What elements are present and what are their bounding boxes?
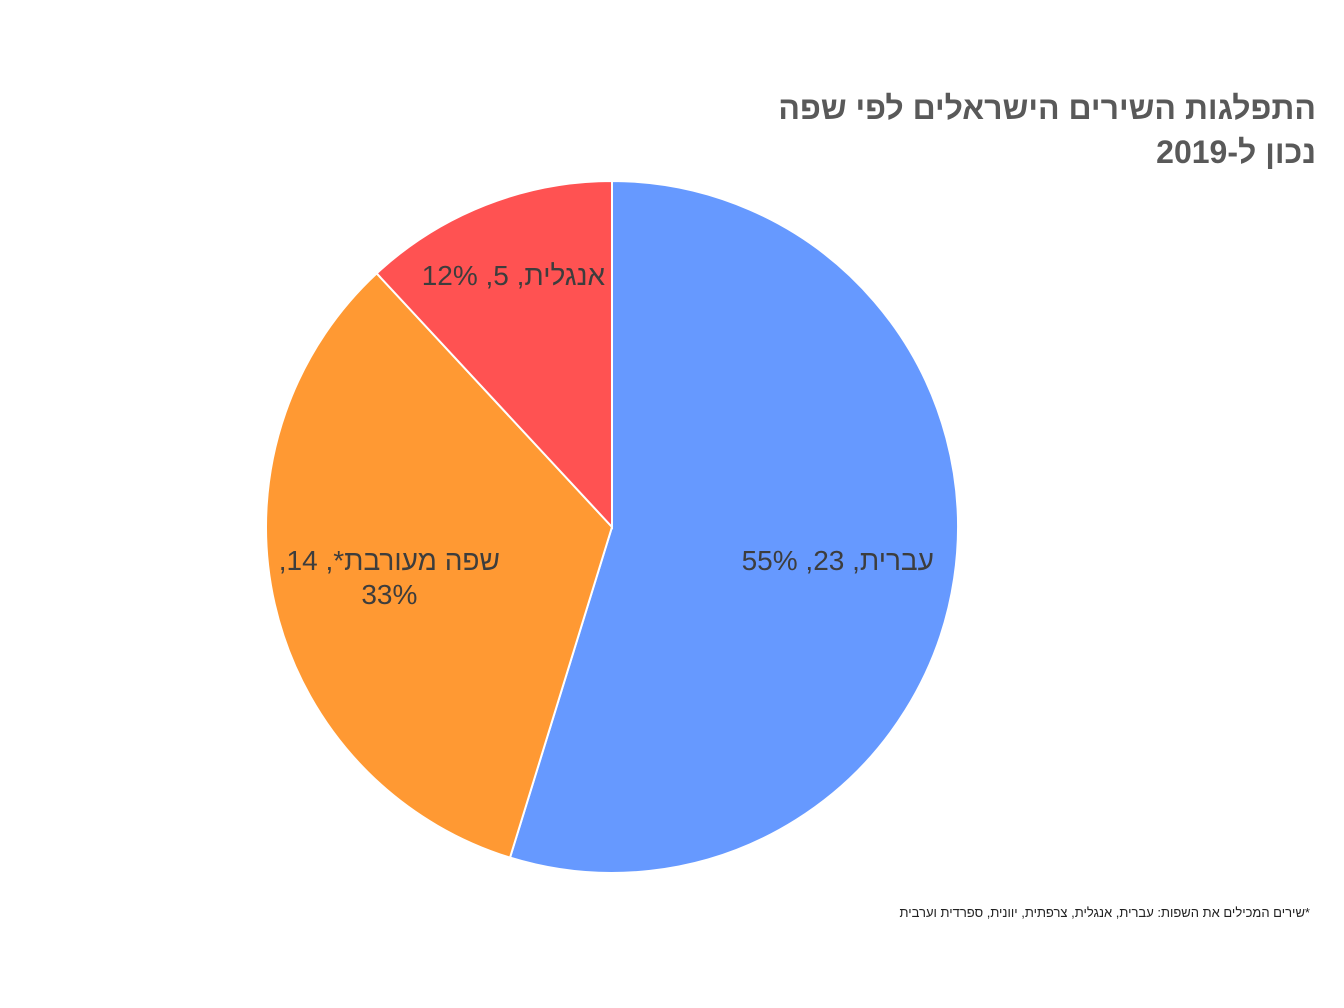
- chart-subtitle: נכון ל-2019: [1156, 134, 1316, 170]
- slice-label: שפה מעורבת*, 14, 33%: [278, 544, 500, 610]
- pie-slice: [508, 179, 959, 874]
- slice-label: עברית, 23, 55%: [741, 545, 934, 577]
- footnote: *שירים המכילים את השפות: עברית, אנגלית, …: [899, 905, 1310, 920]
- pie-slice: [375, 179, 613, 530]
- chart-title: התפלגות השירים הישראלים לפי שפה: [778, 90, 1316, 126]
- pie-slice: [265, 271, 614, 859]
- slice-label: אנגלית, 5, 12%: [421, 259, 606, 291]
